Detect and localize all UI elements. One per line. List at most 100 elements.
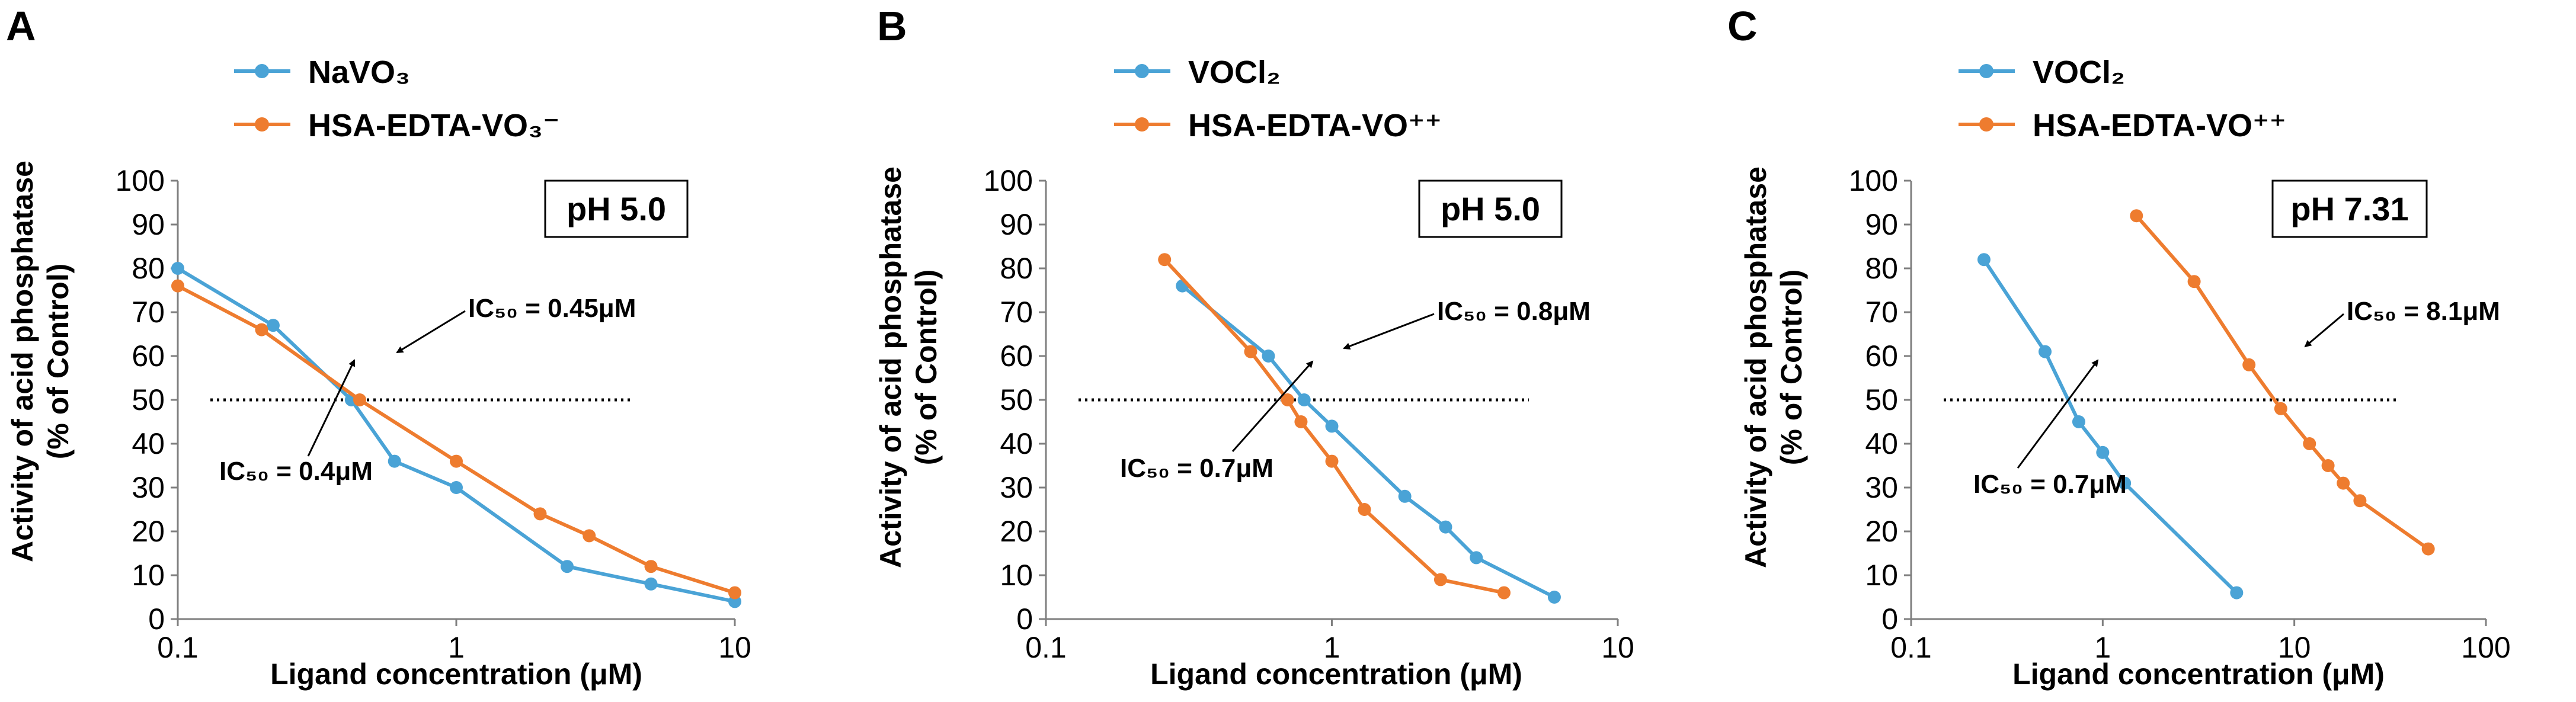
- data-point: [2274, 402, 2287, 415]
- panel-b-y-axis-title: Activity of acid phosphatase (% of Contr…: [874, 166, 943, 568]
- data-point: [1398, 489, 1412, 503]
- data-point: [644, 560, 658, 573]
- panel-c-condition-box: pH 7.31: [2271, 179, 2428, 238]
- y-tick-label: 50: [132, 383, 165, 416]
- legend-entry-hsa-edta-vo3: HSA-EDTA-VO₃⁻: [234, 108, 559, 143]
- data-point: [1977, 253, 1991, 267]
- y-tick-label: 90: [1865, 208, 1898, 241]
- panel-b-plot: [1158, 253, 1561, 604]
- data-point: [1262, 350, 1275, 363]
- y-tick-label: 30: [132, 471, 165, 504]
- y-tick-label: 90: [1000, 208, 1033, 241]
- x-tick-label: 10: [718, 631, 751, 664]
- panel-a-letter: A: [6, 3, 36, 49]
- legend-marker-hsa-edta-vo3: [255, 117, 269, 132]
- x-tick-label: 1: [2094, 631, 2111, 664]
- x-tick-label: 10: [2278, 631, 2311, 664]
- panel-c-plot: [1977, 209, 2435, 600]
- y-tick-label: 100: [984, 164, 1033, 197]
- panel-c-y-axis-title: Activity of acid phosphatase (% of Contr…: [1739, 166, 1808, 568]
- y-tick-label: 30: [1865, 471, 1898, 504]
- ic50-arrow-upper: [1343, 313, 1435, 350]
- data-point: [1244, 345, 1257, 358]
- legend-marker-vocl2: [1135, 64, 1149, 78]
- ic50-annotation-lower: IC₅₀ = 0.7μM: [1120, 360, 1314, 483]
- condition-box-frame: [544, 179, 689, 238]
- data-point: [171, 279, 184, 293]
- y-tick-label: 80: [1865, 252, 1898, 285]
- legend-entry-hsa-edta-vo: HSA-EDTA-VO⁺⁺: [1114, 108, 1442, 143]
- panel-b-condition-box: pH 5.0: [1418, 179, 1563, 238]
- data-point: [2242, 358, 2256, 371]
- y-tick-label: 70: [1000, 296, 1033, 329]
- data-point: [1325, 419, 1339, 433]
- legend-marker-navo3: [255, 64, 269, 78]
- y-tick-label: 20: [1865, 515, 1898, 548]
- y-tick-label: 100: [1849, 164, 1898, 197]
- data-point: [171, 262, 184, 275]
- y-tick-label: 20: [1000, 515, 1033, 548]
- y-tick-label: 0: [1881, 602, 1898, 636]
- panel-a-legend: NaVO₃ HSA-EDTA-VO₃⁻: [234, 55, 559, 143]
- ic50-arrow-upper: [396, 310, 466, 354]
- x-tick-label: 0.1: [157, 631, 199, 664]
- ic50-label-lower: IC₅₀ = 0.7μM: [1120, 454, 1273, 483]
- y-tick-label: 80: [1000, 252, 1033, 285]
- data-point: [1294, 415, 1308, 428]
- x-tick-label: 1: [448, 631, 465, 664]
- panel-c: C 0 10 20 30 40 50 60 70 80 90 100 0.1 1 10 100 Activi…: [1727, 3, 2511, 691]
- data-point: [1497, 586, 1511, 600]
- ic50-arrow-lower: [307, 359, 356, 457]
- data-point: [2303, 437, 2316, 450]
- data-point: [1325, 454, 1339, 468]
- series-hsa-edta-complex: [1158, 253, 1511, 600]
- x-tick-label: 0.1: [1025, 631, 1067, 664]
- legend-marker-hsa-edta-vo: [1979, 117, 1993, 132]
- y-tick-label: 50: [1865, 383, 1898, 416]
- data-point: [1297, 393, 1311, 406]
- panel-a-plot: [171, 262, 741, 608]
- series-free-vanadium: [1176, 279, 1561, 604]
- legend-entry-hsa-edta-vo: HSA-EDTA-VO⁺⁺: [1959, 108, 2286, 143]
- y-axis-title-line-1: Activity of acid phosphatase: [1739, 166, 1772, 568]
- ic50-arrow-lower: [2017, 359, 2099, 469]
- ic50-label-upper: IC₅₀ = 0.45μM: [468, 294, 636, 323]
- panel-a-x-axis-title: Ligand concentration (μM): [270, 658, 642, 691]
- data-point: [2130, 209, 2143, 223]
- y-axis-title-line-1: Activity of acid phosphatase: [874, 166, 907, 568]
- panel-b: B 0 10 20 30 40 50 60 70 80 90 100 0.1 1 10 Activity …: [874, 3, 1634, 691]
- x-tick-label: 10: [1601, 631, 1634, 664]
- data-point: [1281, 393, 1294, 406]
- series-free-vanadium: [1977, 253, 2244, 600]
- data-point: [1439, 520, 1452, 534]
- y-tick-label: 0: [148, 602, 165, 636]
- panel-a-axes: 0 10 20 30 40 50 60 70 80 90 100 0.1 1 10: [116, 164, 751, 664]
- data-point: [266, 319, 280, 332]
- legend-entry-vocl2: VOCl₂: [1959, 55, 2125, 90]
- ic50-label-lower: IC₅₀ = 0.7μM: [1973, 470, 2127, 499]
- panel-b-x-axis-title: Ligand concentration (μM): [1150, 658, 1522, 691]
- panel-c-axes: 0 10 20 30 40 50 60 70 80 90 100 0.1 1 10 100: [1849, 164, 2511, 664]
- data-point: [2096, 445, 2110, 459]
- data-point: [1433, 573, 1447, 586]
- data-point: [1158, 253, 1172, 267]
- panel-c-annotations: IC₅₀ = 8.1μM IC₅₀ = 0.7μM: [1973, 297, 2500, 499]
- data-point: [2230, 586, 2244, 600]
- legend-label-hsa-edta-vo: HSA-EDTA-VO⁺⁺: [1188, 108, 1442, 143]
- panel-c-letter: C: [1727, 3, 1758, 49]
- data-point: [2072, 415, 2085, 428]
- x-tick-label: 100: [2461, 631, 2510, 664]
- y-tick-label: 50: [1000, 383, 1033, 416]
- ic50-arrow-upper: [2304, 313, 2344, 348]
- condition-label: pH 7.31: [2290, 190, 2408, 227]
- y-tick-label: 10: [132, 559, 165, 592]
- y-tick-label: 60: [1865, 339, 1898, 373]
- legend-entry-navo3: NaVO₃: [234, 55, 410, 90]
- data-point: [533, 507, 547, 521]
- y-tick-label: 0: [1016, 602, 1033, 636]
- legend-label-vocl2: VOCl₂: [2033, 55, 2125, 90]
- series-line: [2135, 214, 2430, 551]
- data-point: [2039, 345, 2052, 358]
- data-point: [353, 393, 367, 406]
- y-axis-title-line-1: Activity of acid phosphatase: [6, 161, 39, 562]
